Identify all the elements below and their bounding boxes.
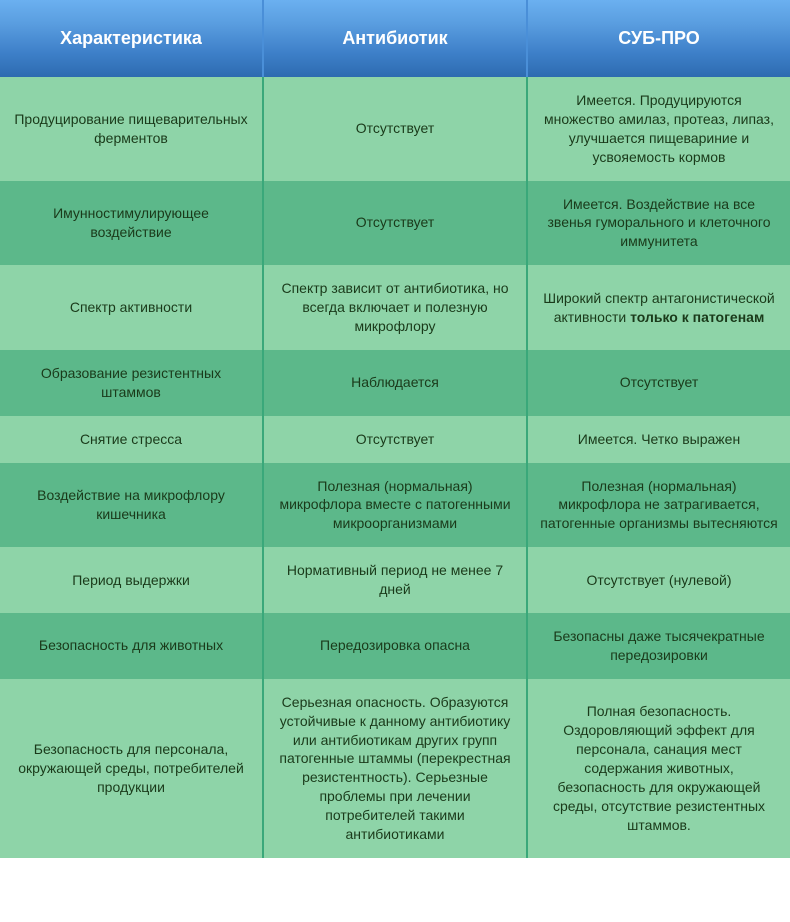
cell-text: Передозировка опасна [320, 636, 470, 655]
table-cell: Полезная (нормальная) микрофлора не затр… [528, 463, 790, 548]
cell-text: Нормативный период не менее 7 дней [276, 561, 514, 599]
table-row: Безопасность для животных Передозировка о… [0, 613, 790, 679]
table-cell: Образование резистентных штаммов [0, 350, 264, 416]
table-cell: Имеется. Воздействие на все звенья гумор… [528, 181, 790, 266]
table-body: Продуцирование пищеварительных ферментов… [0, 77, 790, 858]
table-cell: Отсутствует [264, 77, 528, 181]
table-row: Спектр активности Спектр зависит от антиб… [0, 265, 790, 350]
table-cell: Имеется. Четко выражен [528, 416, 790, 463]
cell-text: Образование резистентных штаммов [12, 364, 250, 402]
cell-text: Отсутствует [356, 119, 435, 138]
table-row: Имунностимулирующее воздействие Отсутству… [0, 181, 790, 266]
comparison-table: Характеристика Антибиотик СУБ-ПРО Продуц… [0, 0, 790, 858]
cell-text: Безопасны даже тысячекратные передозиров… [540, 627, 778, 665]
table-cell: Серьезная опасность. Образуются устойчив… [264, 679, 528, 858]
table-cell: Спектр активности [0, 265, 264, 350]
table-row: Период выдержки Нормативный период не мен… [0, 547, 790, 613]
table-cell: Имеется. Продуцируются множество амилаз,… [528, 77, 790, 181]
table-row: Безопасность для персонала, окружающей с… [0, 679, 790, 858]
header-col-antibiotic: Антибиотик [264, 0, 528, 77]
table-row: Образование резистентных штаммов Наблюдае… [0, 350, 790, 416]
table-cell: Нормативный период не менее 7 дней [264, 547, 528, 613]
cell-text: Продуцирование пищеварительных ферментов [12, 110, 250, 148]
cell-text: Спектр активности [70, 298, 192, 317]
cell-text: Безопасность для персонала, окружающей с… [12, 740, 250, 797]
table-row: Снятие стресса Отсутствует Имеется. Четко … [0, 416, 790, 463]
table-cell: Полезная (нормальная) микрофлора вместе … [264, 463, 528, 548]
table-cell: Безопасность для животных [0, 613, 264, 679]
cell-text: Имунностимулирующее воздействие [12, 204, 250, 242]
header-col-subpro: СУБ-ПРО [528, 0, 790, 77]
table-cell: Безопасны даже тысячекратные передозиров… [528, 613, 790, 679]
table-cell: Передозировка опасна [264, 613, 528, 679]
cell-text: Спектр зависит от антибиотика, но всегда… [276, 279, 514, 336]
table-cell: Наблюдается [264, 350, 528, 416]
cell-text: Имеется. Четко выражен [578, 430, 740, 449]
cell-text: Наблюдается [351, 373, 439, 392]
cell-text: Имеется. Воздействие на все звенья гумор… [540, 195, 778, 252]
cell-text: Широкий спектр антагонистической активно… [540, 289, 778, 327]
cell-text: Серьезная опасность. Образуются устойчив… [276, 693, 514, 844]
table-cell: Безопасность для персонала, окружающей с… [0, 679, 264, 858]
table-cell: Полная безопасность. Оздоровляющий эффек… [528, 679, 790, 858]
table-cell: Отсутствует (нулевой) [528, 547, 790, 613]
cell-text: Полная безопасность. Оздоровляющий эффек… [540, 702, 778, 834]
cell-text: Имеется. Продуцируются множество амилаз,… [540, 91, 778, 167]
cell-text: Безопасность для животных [39, 636, 223, 655]
table-cell: Имунностимулирующее воздействие [0, 181, 264, 266]
table-cell: Период выдержки [0, 547, 264, 613]
table-cell: Воздействие на микрофлору кишечника [0, 463, 264, 548]
header-col-characteristic: Характеристика [0, 0, 264, 77]
table-cell: Отсутствует [528, 350, 790, 416]
cell-text: Отсутствует [356, 430, 435, 449]
cell-text: Воздействие на микрофлору кишечника [12, 486, 250, 524]
table-cell: Отсутствует [264, 181, 528, 266]
cell-text: Период выдержки [72, 571, 190, 590]
table-cell: Широкий спектр антагонистической активно… [528, 265, 790, 350]
cell-text: Полезная (нормальная) микрофлора не затр… [540, 477, 778, 534]
cell-text: Отсутствует (нулевой) [587, 571, 732, 590]
cell-text: Отсутствует [356, 213, 435, 232]
table-row: Воздействие на микрофлору кишечника Полез… [0, 463, 790, 548]
table-row: Продуцирование пищеварительных ферментов… [0, 77, 790, 181]
cell-text: Полезная (нормальная) микрофлора вместе … [276, 477, 514, 534]
cell-text: Снятие стресса [80, 430, 182, 449]
table-cell: Спектр зависит от антибиотика, но всегда… [264, 265, 528, 350]
table-cell: Снятие стресса [0, 416, 264, 463]
cell-text: Отсутствует [620, 373, 699, 392]
table-header-row: Характеристика Антибиотик СУБ-ПРО [0, 0, 790, 77]
table-cell: Продуцирование пищеварительных ферментов [0, 77, 264, 181]
table-cell: Отсутствует [264, 416, 528, 463]
